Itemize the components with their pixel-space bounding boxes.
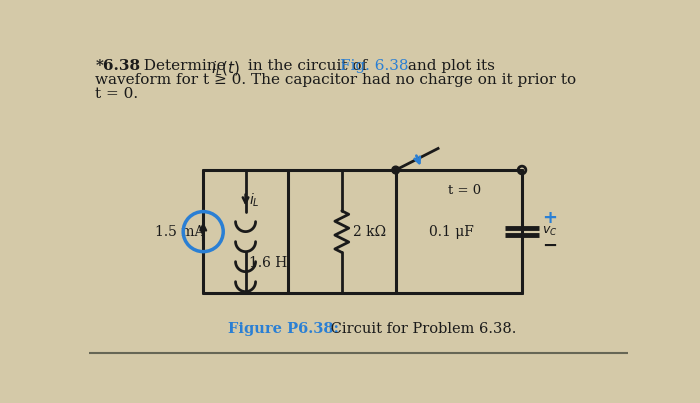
Text: waveform for t ≥ 0. The capacitor had no charge on it prior to: waveform for t ≥ 0. The capacitor had no… [95, 73, 577, 87]
Text: 2 kΩ: 2 kΩ [353, 224, 386, 239]
Text: Circuit for Problem 6.38.: Circuit for Problem 6.38. [326, 322, 517, 337]
Text: Figure P6.38:: Figure P6.38: [228, 322, 339, 337]
Text: $i_L(t)$: $i_L(t)$ [211, 59, 240, 77]
Text: and plot its: and plot its [403, 59, 496, 73]
Text: −: − [542, 237, 557, 255]
Text: 0.1 μF: 0.1 μF [429, 224, 475, 239]
Text: $v_C$: $v_C$ [542, 225, 557, 238]
Text: in the circuit of: in the circuit of [244, 59, 372, 73]
Text: 1.6 H: 1.6 H [249, 256, 288, 270]
Text: t = 0.: t = 0. [95, 87, 139, 101]
Circle shape [392, 166, 400, 174]
Text: Determine: Determine [134, 59, 230, 73]
Text: +: + [542, 209, 557, 226]
Text: t = 0: t = 0 [449, 184, 482, 197]
Text: *6.38: *6.38 [95, 59, 141, 73]
Text: $i_L$: $i_L$ [249, 191, 260, 209]
Text: Fig. 6.38: Fig. 6.38 [340, 59, 409, 73]
Text: 1.5 mA: 1.5 mA [155, 224, 205, 239]
